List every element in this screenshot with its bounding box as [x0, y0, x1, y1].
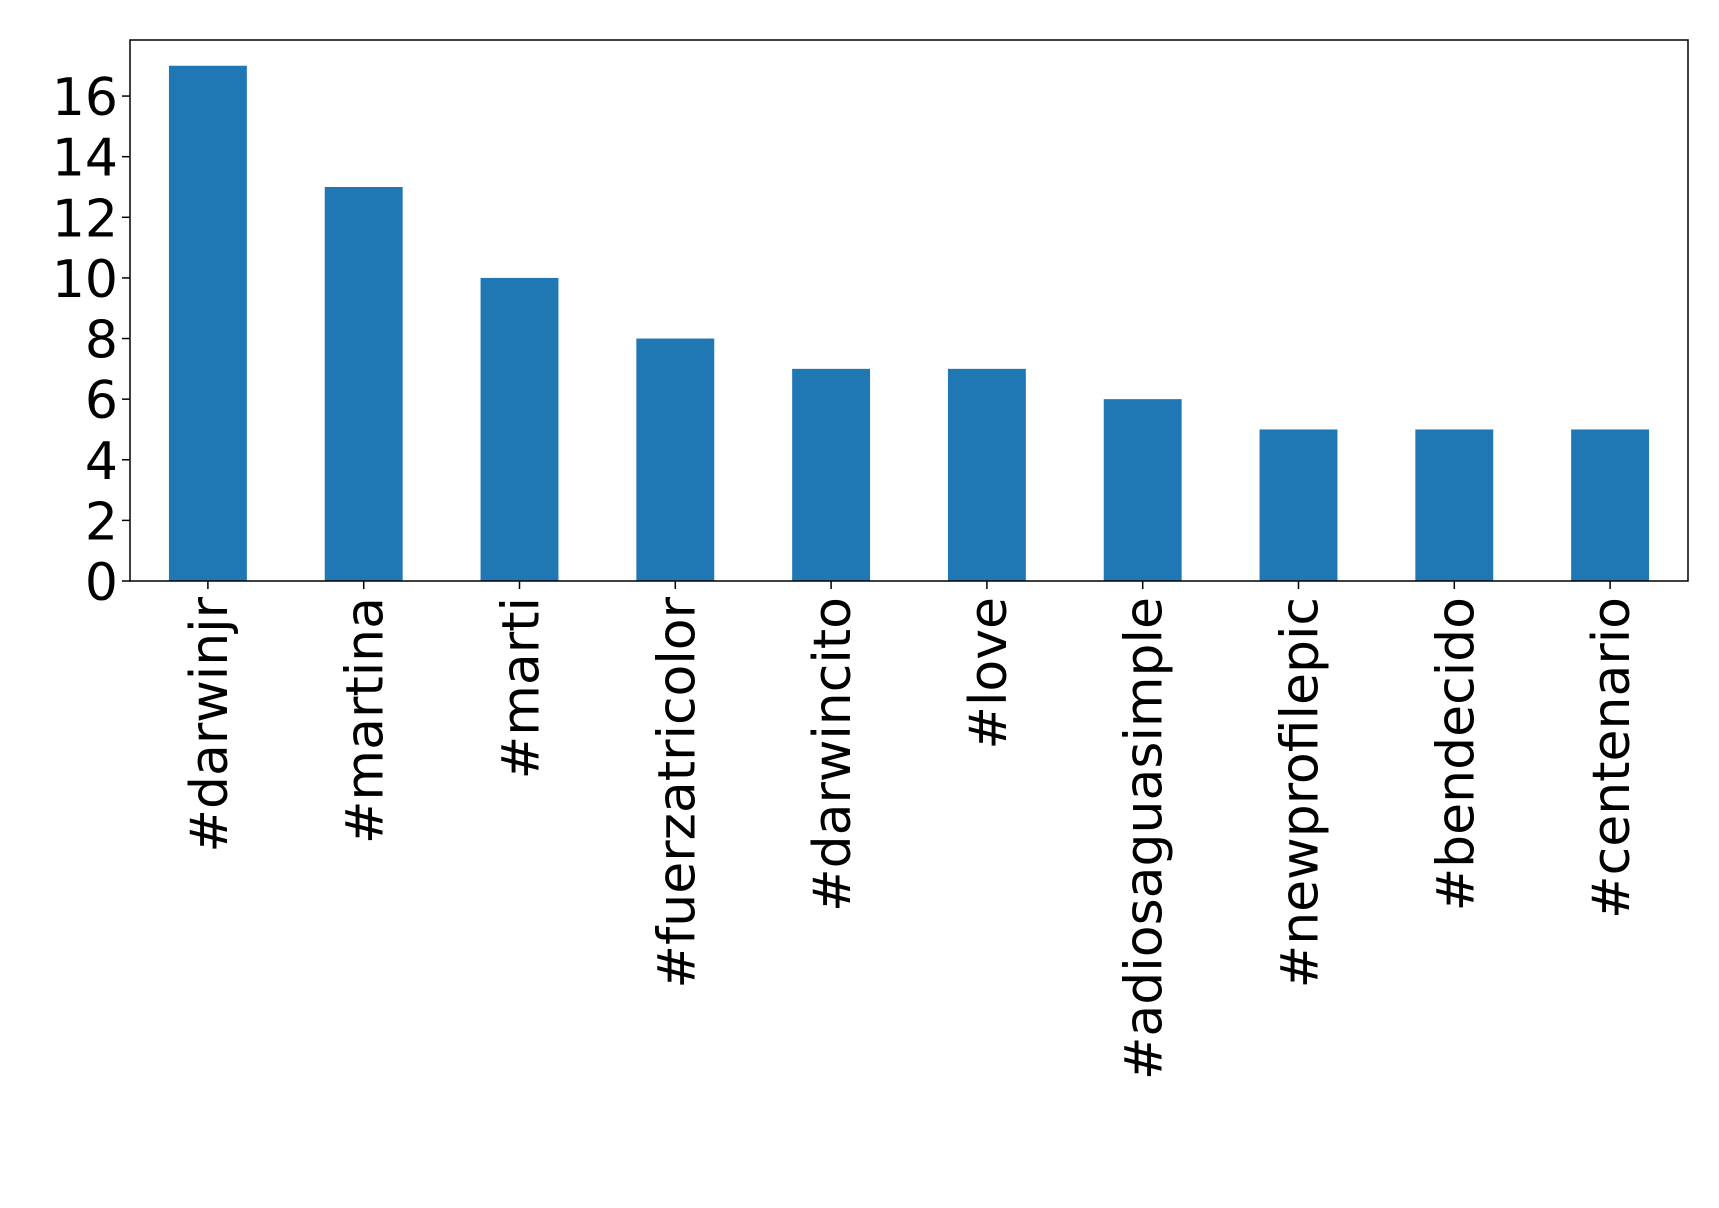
- x-tick-label: #newprofilepic: [1271, 597, 1331, 988]
- x-tick-label: #marti: [492, 597, 552, 779]
- bar: [324, 186, 403, 582]
- y-tick-label: 6: [85, 371, 118, 431]
- bar: [947, 368, 1026, 581]
- y-tick-label: 2: [85, 492, 118, 552]
- bar: [1571, 429, 1650, 581]
- bar: [1103, 399, 1182, 581]
- x-tick-label: #darwincito: [803, 597, 863, 912]
- bar: [636, 338, 715, 581]
- x-tick-label: #bendecido: [1426, 597, 1486, 911]
- y-tick-label: 14: [52, 129, 118, 189]
- y-tick-label: 12: [52, 189, 118, 249]
- bar: [480, 277, 559, 581]
- y-tick-label: 16: [52, 68, 118, 128]
- y-tick-label: 4: [85, 432, 118, 492]
- x-tick-label: #love: [959, 597, 1019, 750]
- x-tick-label: #martina: [336, 597, 396, 844]
- bar: [792, 368, 871, 581]
- bar: [1415, 429, 1494, 581]
- bar: [168, 65, 247, 581]
- bar: [1259, 429, 1338, 581]
- y-tick-label: 0: [85, 553, 118, 613]
- y-tick-label: 10: [52, 250, 118, 310]
- x-tick-label: #fuerzatricolor: [647, 596, 707, 988]
- x-tick-label: #centenario: [1582, 597, 1642, 919]
- x-tick-label: #adiosaguasimple: [1115, 597, 1175, 1080]
- y-tick-label: 8: [85, 311, 118, 371]
- x-tick-label: #darwinjr: [180, 596, 240, 852]
- plot-frame: [129, 39, 1689, 582]
